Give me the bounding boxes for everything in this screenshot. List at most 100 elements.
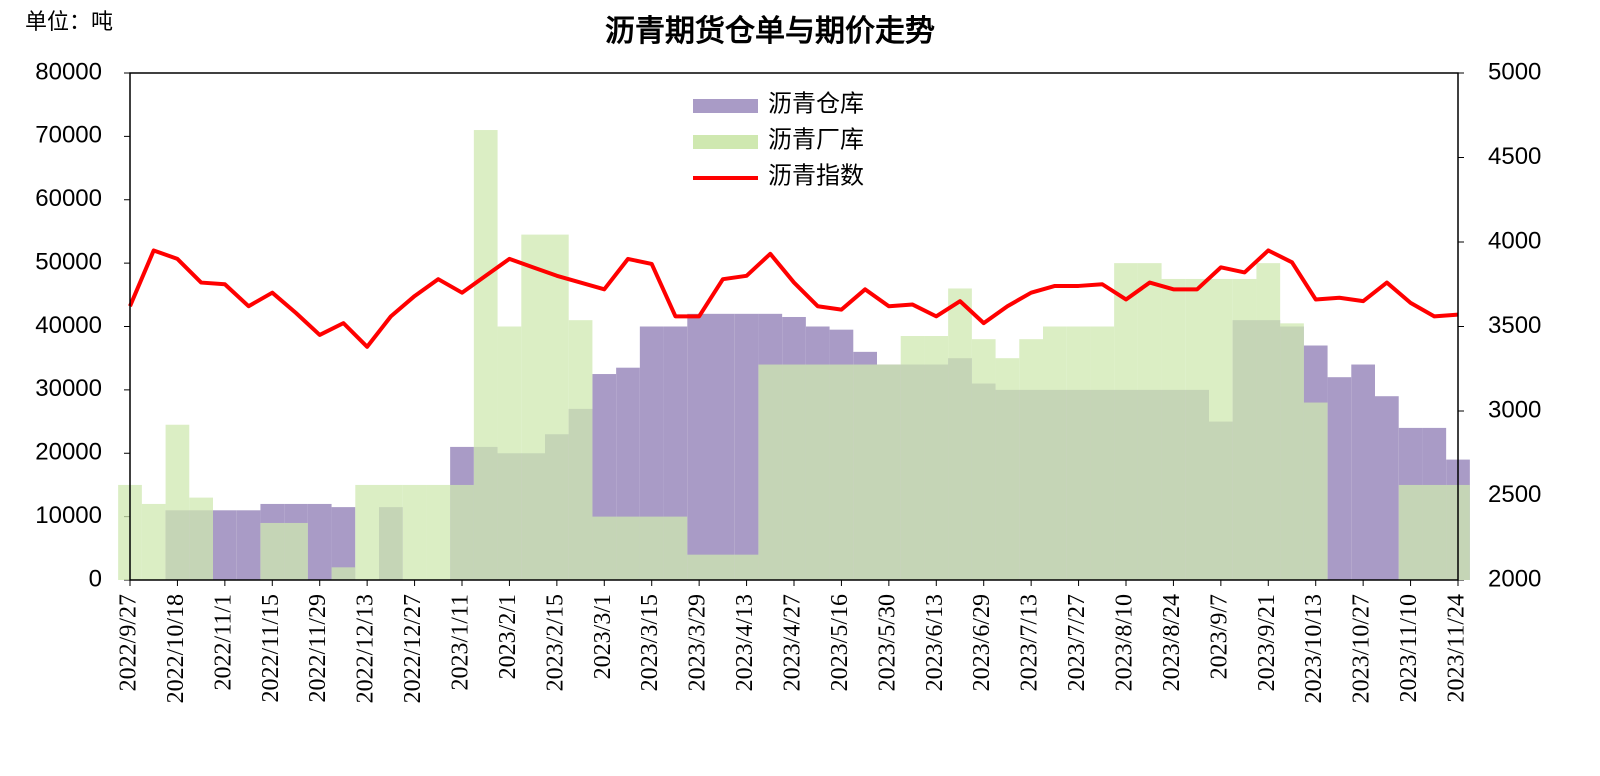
x-tick-label: 2023/3/1 — [590, 594, 616, 679]
y-tick-label: 0 — [89, 565, 102, 592]
x-tick-label: 2023/6/29 — [969, 594, 995, 691]
y-tick-label: 60000 — [35, 185, 102, 212]
bar — [1303, 402, 1328, 580]
bar — [592, 516, 617, 580]
bar — [805, 364, 830, 580]
x-tick-label: 2023/3/29 — [685, 594, 711, 691]
bar — [568, 320, 593, 580]
y-tick-label: 10000 — [35, 502, 102, 529]
x-tick-label: 2023/8/10 — [1112, 594, 1138, 691]
x-tick-label: 2023/4/13 — [732, 594, 758, 691]
bar — [213, 510, 237, 580]
x-tick-label: 2023/2/15 — [542, 594, 568, 691]
legend-label: 沥青指数 — [768, 163, 864, 190]
x-tick-label: 2023/6/13 — [922, 594, 948, 691]
y2-tick-label: 3000 — [1488, 396, 1541, 423]
bar — [307, 503, 332, 580]
bar — [521, 234, 545, 580]
bar — [141, 503, 166, 580]
bar — [1280, 323, 1304, 580]
bar — [734, 313, 759, 580]
bar — [1066, 326, 1091, 580]
bar — [402, 484, 427, 580]
legend-swatch — [693, 99, 758, 113]
bar — [1327, 377, 1352, 580]
bar — [639, 516, 664, 580]
x-tick-label: 2023/5/16 — [827, 594, 853, 691]
x-tick-label: 2022/12/13 — [353, 594, 379, 703]
bar — [284, 522, 308, 580]
x-tick-label: 2023/9/7 — [1206, 594, 1232, 679]
x-tick-label: 2023/11/10 — [1396, 594, 1422, 702]
bar — [616, 516, 640, 580]
x-tick-label: 2023/10/13 — [1301, 594, 1327, 703]
x-tick-label: 2022/11/15 — [258, 594, 284, 702]
x-tick-label: 2023/4/27 — [780, 594, 806, 691]
y-tick-label: 70000 — [35, 122, 102, 149]
x-tick-label: 2023/11/24 — [1444, 594, 1470, 702]
x-tick-label: 2023/1/11 — [448, 594, 474, 690]
bar — [497, 326, 522, 580]
bar — [379, 484, 403, 580]
y2-tick-label: 5000 — [1488, 58, 1541, 85]
bar — [948, 288, 972, 580]
bar — [236, 510, 261, 580]
bar — [165, 424, 190, 580]
x-tick-label: 2022/12/27 — [400, 594, 426, 703]
bar — [1019, 339, 1043, 580]
bar — [1256, 263, 1281, 580]
bar — [900, 336, 925, 580]
bar — [1114, 263, 1138, 580]
bar — [877, 364, 901, 580]
bar — [260, 522, 285, 580]
bar — [711, 554, 735, 580]
bar — [1137, 263, 1162, 580]
bar — [1351, 364, 1375, 580]
y-tick-label: 30000 — [35, 375, 102, 402]
bar — [1161, 278, 1186, 580]
bar — [687, 554, 711, 580]
x-tick-label: 2023/10/27 — [1349, 594, 1375, 703]
y-tick-label: 20000 — [35, 439, 102, 466]
chart-title: 沥青期货仓单与期价走势 — [605, 14, 935, 48]
x-tick-label: 2022/9/27 — [116, 594, 142, 691]
legend-label: 沥青厂库 — [768, 127, 864, 154]
bar — [1375, 396, 1399, 580]
bar — [734, 554, 759, 580]
x-tick-label: 2022/10/18 — [163, 594, 189, 703]
y-tick-label: 80000 — [35, 58, 102, 85]
bar — [545, 234, 569, 580]
bar — [829, 364, 854, 580]
bar — [687, 313, 711, 580]
bar — [758, 364, 783, 580]
bar — [924, 336, 949, 580]
bar — [426, 484, 451, 580]
index-line — [128, 248, 1459, 349]
bar — [663, 516, 688, 580]
legend-swatch — [693, 135, 758, 149]
y2-tick-label: 4500 — [1488, 143, 1541, 170]
y2-tick-label: 3500 — [1488, 312, 1541, 339]
y2-tick-label: 4000 — [1488, 227, 1541, 254]
y2-tick-label: 2500 — [1488, 481, 1541, 508]
bar — [971, 339, 996, 580]
bar — [1398, 484, 1423, 580]
bar — [853, 364, 877, 580]
bar — [1090, 326, 1115, 580]
x-tick-label: 2022/11/1 — [210, 594, 236, 690]
bar — [189, 497, 213, 580]
x-tick-label: 2023/9/21 — [1254, 594, 1280, 691]
bar — [450, 484, 474, 580]
x-tick-label: 2023/2/1 — [495, 594, 521, 679]
x-tick-label: 2023/8/24 — [1159, 594, 1185, 691]
bar — [1185, 278, 1209, 580]
bar — [331, 507, 356, 580]
bar — [1422, 484, 1447, 580]
bar — [1043, 326, 1067, 580]
y-tick-label: 40000 — [35, 312, 102, 339]
bar — [782, 364, 806, 580]
x-tick-label: 2022/11/29 — [305, 594, 331, 702]
bar — [473, 130, 498, 580]
bar — [331, 567, 356, 580]
x-tick-label: 2023/5/30 — [874, 594, 900, 691]
